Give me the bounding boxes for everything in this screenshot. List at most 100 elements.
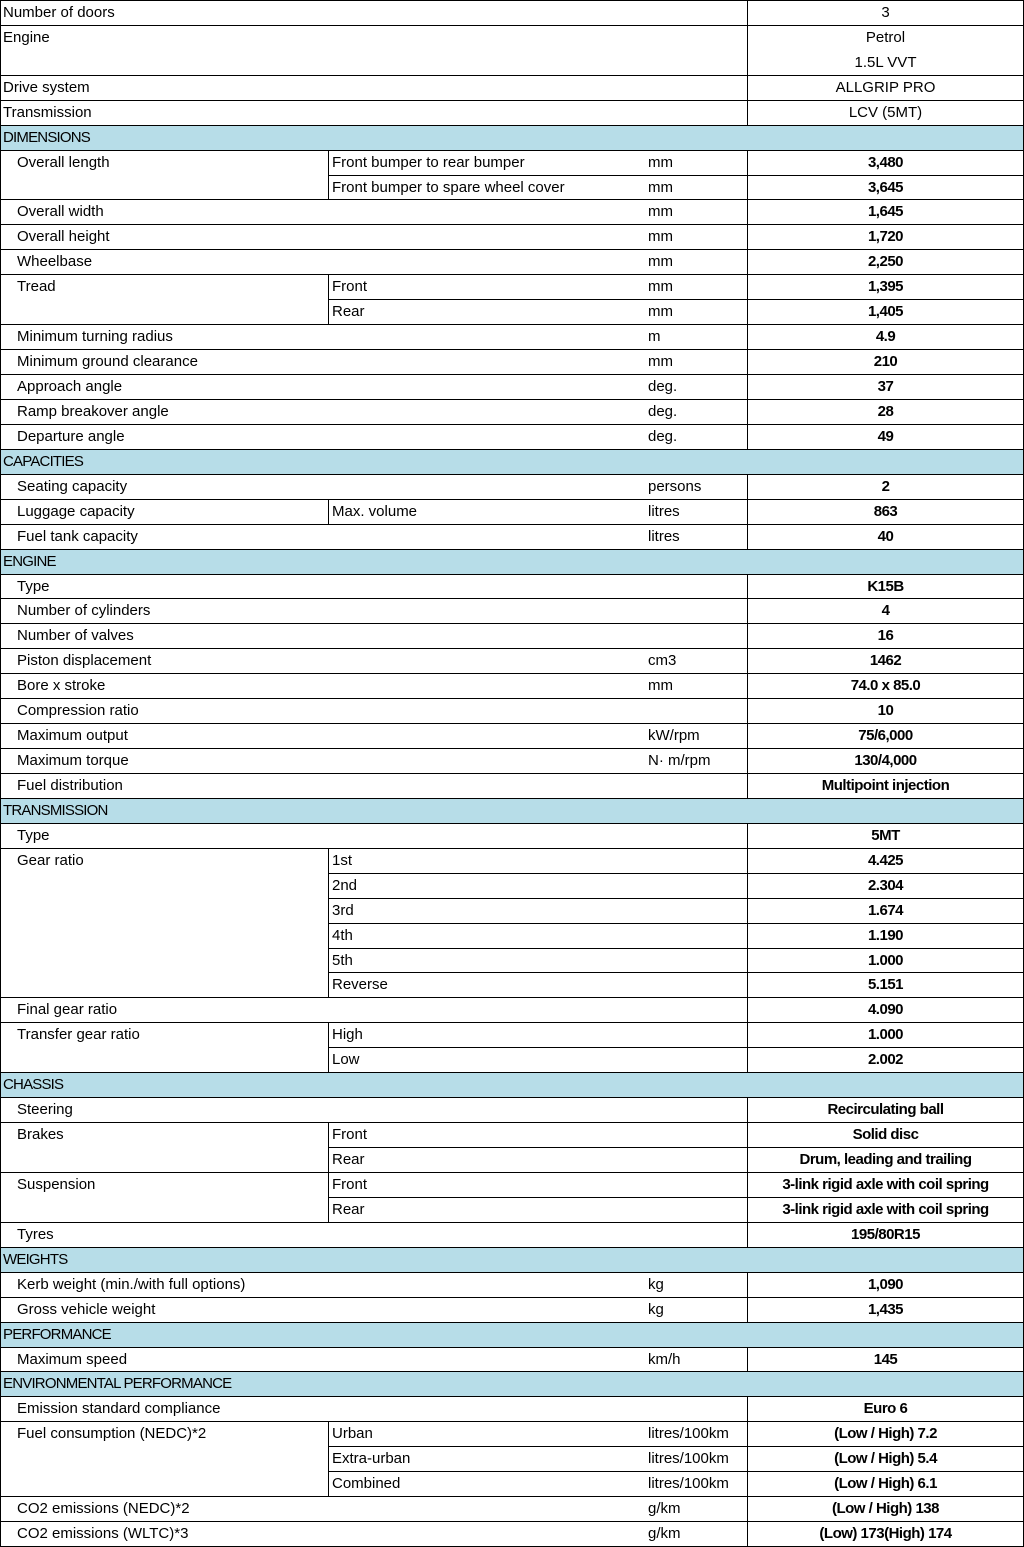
item-value: (Low / High) 138 xyxy=(748,1497,1024,1522)
unit: deg. xyxy=(648,378,678,395)
item-value: 2 xyxy=(748,475,1024,500)
unit: kg xyxy=(648,1276,664,1293)
item-label: CO2 emissions (WLTC)*3 xyxy=(1,1522,748,1547)
sub-label: 3rd xyxy=(329,899,748,924)
item-value: 130/4,000 xyxy=(748,749,1024,774)
item-label: Piston displacement xyxy=(1,649,748,674)
item-value: (Low / High) 7.2 xyxy=(748,1422,1024,1447)
item-label: Fuel distribution xyxy=(1,774,748,799)
item-label: Seating capacity xyxy=(1,475,748,500)
section-title: PERFORMANCE xyxy=(1,1323,1024,1348)
item-value: 1,405 xyxy=(748,300,1024,325)
item-value: Recirculating ball xyxy=(748,1098,1024,1123)
item-value: Multipoint injection xyxy=(748,774,1024,799)
item-value: 1,435 xyxy=(748,1298,1024,1323)
item-value: 37 xyxy=(748,375,1024,400)
item-label: Fuel consumption (NEDC)*2 xyxy=(1,1422,329,1497)
item-label: Number of cylinders xyxy=(1,599,748,624)
sub-label: 5th xyxy=(329,949,748,973)
item-value: 2.304 xyxy=(748,874,1024,899)
value-line: 1.5L VVT xyxy=(854,53,917,71)
sub-label: Max. volume xyxy=(329,500,748,525)
item-label: Maximum speed xyxy=(1,1348,748,1372)
item-value: 3-link rigid axle with coil spring xyxy=(748,1198,1024,1223)
item-value: 1,720 xyxy=(748,225,1024,250)
item-value: 1.000 xyxy=(748,949,1024,973)
row-value: 3 xyxy=(748,1,1024,26)
unit: m xyxy=(648,328,661,345)
unit: km/h xyxy=(648,1351,681,1368)
item-label: Fuel tank capacity xyxy=(1,525,748,550)
item-label: Luggage capacity xyxy=(1,500,329,525)
unit: kW/rpm xyxy=(648,727,700,744)
item-label: Gross vehicle weight xyxy=(1,1298,748,1323)
unit: mm xyxy=(648,353,673,370)
row-value: Petrol 1.5L VVT xyxy=(748,26,1024,76)
item-value: 863 xyxy=(748,500,1024,525)
item-label: Bore x stroke xyxy=(1,674,748,699)
row-label: Transmission xyxy=(1,101,748,126)
item-label: CO2 emissions (NEDC)*2 xyxy=(1,1497,748,1522)
item-label: Type xyxy=(1,824,748,849)
item-label: Type xyxy=(1,575,748,599)
unit: N· m/rpm xyxy=(648,752,711,769)
sub-label: Front xyxy=(329,1123,748,1148)
sub-label: Front bumper to rear bumper xyxy=(329,151,748,176)
item-value: Solid disc xyxy=(748,1123,1024,1148)
row-label: Engine xyxy=(1,26,748,76)
unit: mm xyxy=(648,154,673,171)
item-label: Final gear ratio xyxy=(1,998,748,1023)
item-value: 28 xyxy=(748,400,1024,425)
item-value: 2.002 xyxy=(748,1048,1024,1073)
unit: deg. xyxy=(648,428,678,445)
sub-label: Rear xyxy=(329,300,748,325)
section-title: TRANSMISSION xyxy=(1,799,1024,824)
item-value: 1,395 xyxy=(748,275,1024,300)
item-value: 3,480 xyxy=(748,151,1024,176)
item-value: 1,090 xyxy=(748,1273,1024,1298)
item-value: 2,250 xyxy=(748,250,1024,275)
unit: mm xyxy=(648,677,673,694)
item-value: 4.090 xyxy=(748,998,1024,1023)
sub-label: Rear xyxy=(329,1198,748,1223)
item-label: Gear ratio xyxy=(1,849,329,998)
unit: litres xyxy=(648,528,680,545)
section-title: ENVIRONMENTAL PERFORMANCE xyxy=(1,1372,1024,1397)
item-label: Overall length xyxy=(1,151,329,200)
item-value: Drum, leading and trailing xyxy=(748,1148,1024,1173)
item-label: Tread xyxy=(1,275,329,325)
item-value: 3-link rigid axle with coil spring xyxy=(748,1173,1024,1198)
section-title: DIMENSIONS xyxy=(1,126,1024,151)
item-label: Compression ratio xyxy=(1,699,748,724)
item-label: Tyres xyxy=(1,1223,748,1248)
sub-label: Combined xyxy=(329,1472,748,1497)
row-label: Drive system xyxy=(1,76,748,101)
item-label: Steering xyxy=(1,1098,748,1123)
item-label: Emission standard compliance xyxy=(1,1397,748,1422)
unit: persons xyxy=(648,478,702,495)
sub-label: Front xyxy=(329,275,748,300)
value-line: Petrol xyxy=(865,29,906,46)
sub-label: 4th xyxy=(329,924,748,949)
unit: g/km xyxy=(648,1500,681,1517)
sub-label: High xyxy=(329,1023,748,1048)
item-value: 4 xyxy=(748,599,1024,624)
item-label: Approach angle xyxy=(1,375,748,400)
item-label: Maximum output xyxy=(1,724,748,749)
unit: mm xyxy=(648,303,673,320)
item-label: Overall height xyxy=(1,225,748,250)
unit: cm3 xyxy=(648,652,677,669)
item-label: Minimum turning radius xyxy=(1,325,748,350)
sub-label: Low xyxy=(329,1048,748,1073)
item-value: 145 xyxy=(748,1348,1024,1372)
sub-label: Urban xyxy=(329,1422,748,1447)
item-value: 75/6,000 xyxy=(748,724,1024,749)
item-value: (Low / High) 5.4 xyxy=(748,1447,1024,1472)
item-value: (Low) 173(High) 174 xyxy=(748,1522,1024,1547)
unit: litres/100km xyxy=(648,1450,729,1467)
sub-label: 1st xyxy=(329,849,748,874)
item-label: Departure angle xyxy=(1,425,748,450)
item-value: 5.151 xyxy=(748,973,1024,998)
item-label: Kerb weight (min./with full options) xyxy=(1,1273,748,1298)
unit: litres/100km xyxy=(648,1425,729,1442)
